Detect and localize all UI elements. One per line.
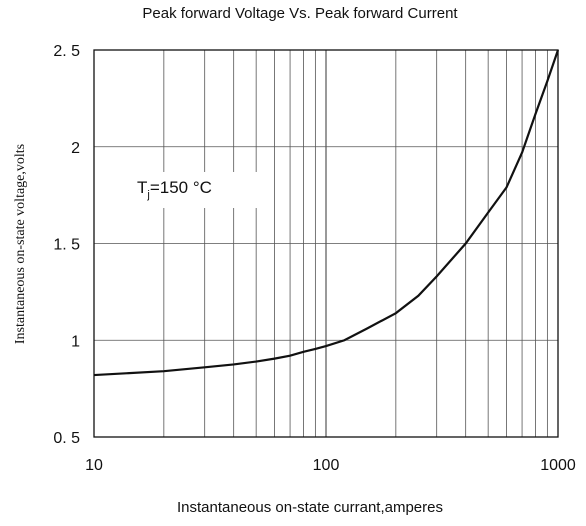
y-tick-labels: 0. 5 1 1. 5 2 2. 5 bbox=[53, 43, 80, 447]
x-axis-label: Instantaneous on-state currant,amperes bbox=[177, 499, 443, 516]
y-tick-label: 2. 5 bbox=[53, 43, 80, 60]
annotation-subscript: j bbox=[146, 189, 149, 201]
y-tick-label: 2 bbox=[71, 140, 80, 157]
x-tick-labels: 10 100 1000 bbox=[85, 457, 576, 474]
annotation-rest: =150 °C bbox=[150, 178, 212, 197]
y-tick-label: 1. 5 bbox=[53, 237, 80, 254]
annotation-box bbox=[124, 172, 260, 208]
y-axis-label: Instantaneous on-state voltage,volts bbox=[13, 144, 28, 344]
x-tick-label: 10 bbox=[85, 457, 103, 474]
chart-title: Peak forward Voltage Vs. Peak forward Cu… bbox=[142, 5, 458, 22]
x-tick-label: 1000 bbox=[540, 457, 576, 474]
annotation-main: T bbox=[137, 178, 147, 197]
grid-lines bbox=[94, 50, 558, 437]
temperature-annotation: Tj=150 °C bbox=[137, 178, 212, 201]
plot-frame bbox=[93, 49, 559, 438]
x-tick-label: 100 bbox=[313, 457, 340, 474]
y-tick-label: 1 bbox=[71, 333, 80, 350]
series-line bbox=[93, 49, 560, 377]
y-tick-label: 0. 5 bbox=[53, 430, 80, 447]
